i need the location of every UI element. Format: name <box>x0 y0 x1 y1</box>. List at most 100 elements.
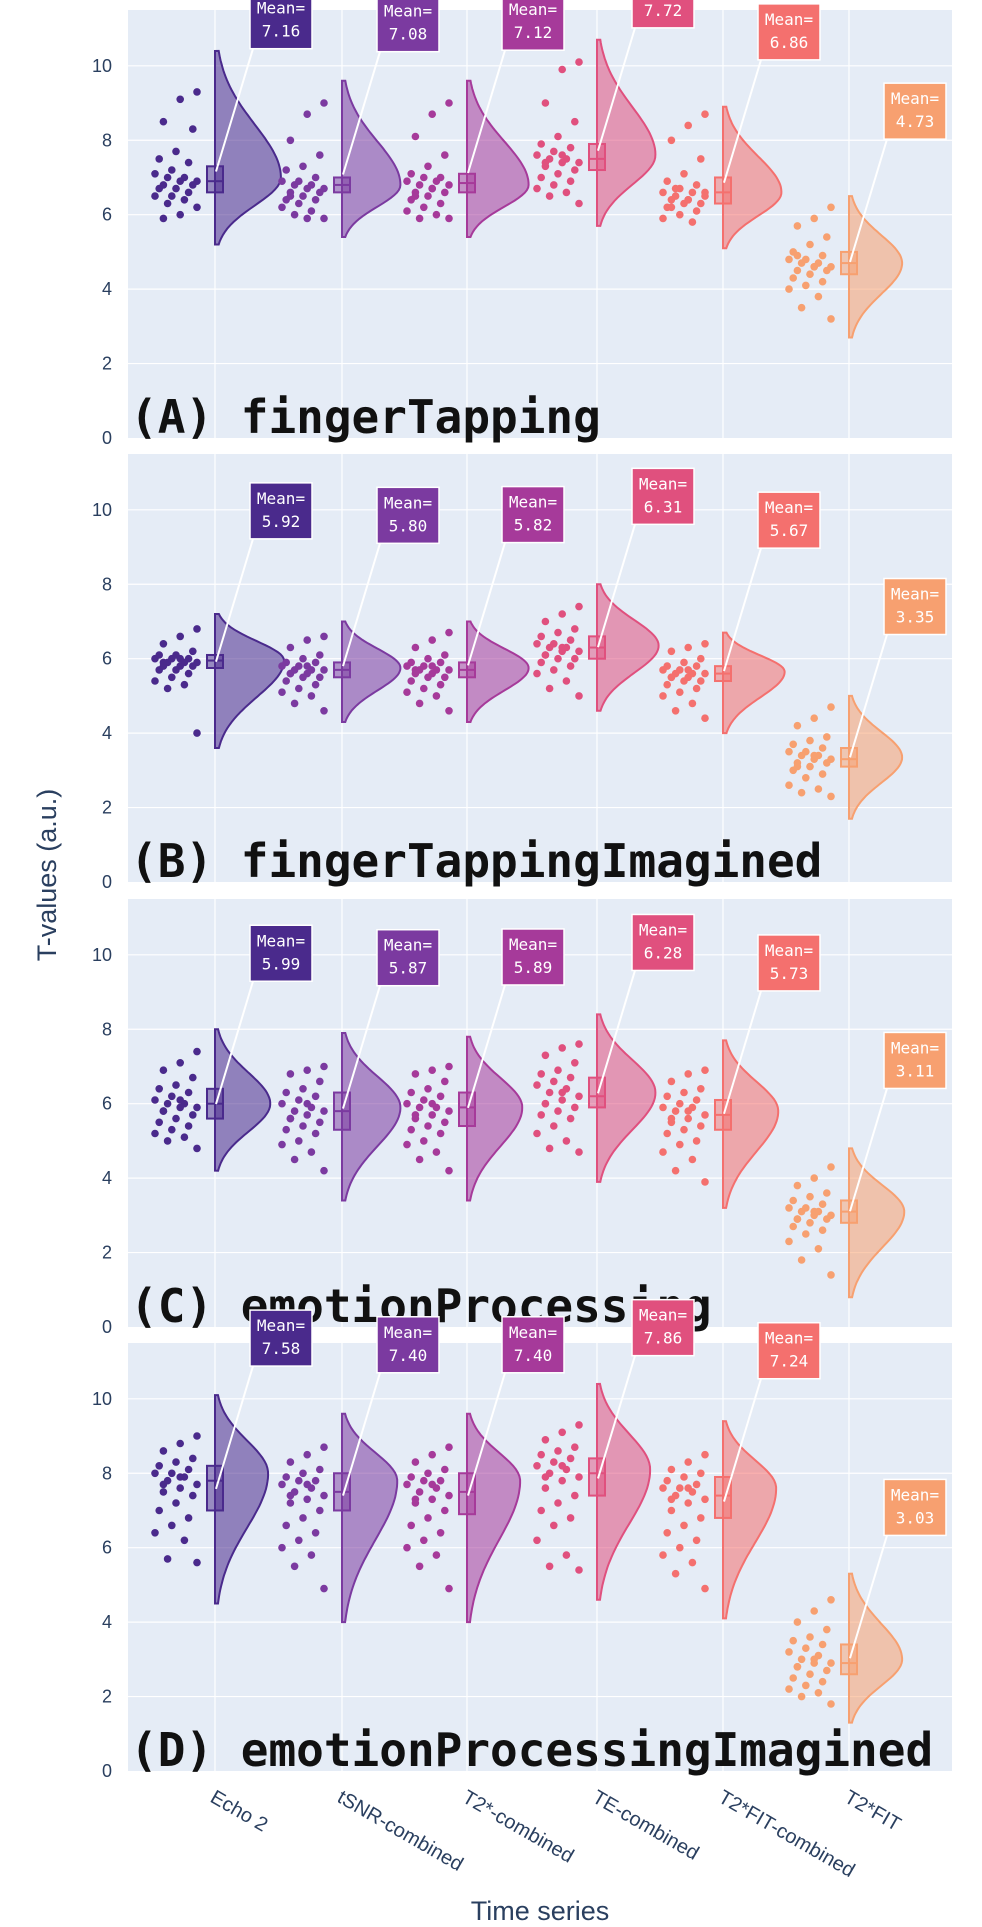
data-point <box>320 1443 328 1451</box>
data-point <box>299 654 307 663</box>
iqr-box <box>840 747 858 768</box>
data-point <box>680 658 688 667</box>
data-point <box>684 1458 692 1466</box>
data-point <box>303 214 312 223</box>
data-point <box>278 688 286 696</box>
data-point <box>307 207 316 215</box>
data-point <box>818 277 827 286</box>
violin-6 <box>848 1147 906 1299</box>
data-point <box>680 170 688 178</box>
data-point <box>793 1215 802 1223</box>
y-tick-label: 6 <box>102 1538 112 1558</box>
data-point <box>184 1122 193 1130</box>
data-point <box>424 1085 432 1093</box>
data-point <box>575 1148 583 1156</box>
mean-annotation-value: 7.72 <box>644 1 683 20</box>
data-point <box>278 662 286 670</box>
data-point <box>562 188 571 197</box>
y-tick-label: 0 <box>102 872 112 892</box>
annotation-arrow <box>215 48 254 172</box>
data-point <box>180 196 189 204</box>
data-point <box>403 1140 411 1149</box>
data-point <box>533 184 541 193</box>
data-point <box>659 188 667 197</box>
data-point <box>303 636 312 644</box>
data-point <box>436 1476 445 1485</box>
data-point <box>810 214 818 223</box>
data-point <box>445 1491 453 1500</box>
data-point <box>295 1137 303 1145</box>
violin-1 <box>214 612 286 750</box>
y-tick-label: 6 <box>102 1094 112 1114</box>
data-point <box>445 1107 453 1115</box>
data-point <box>299 1469 307 1478</box>
mean-annotation-value: 6.31 <box>644 497 683 516</box>
data-point <box>701 714 709 722</box>
data-point <box>814 1689 823 1697</box>
data-point <box>659 1148 667 1156</box>
mean-annotation-label: Mean= <box>765 10 813 29</box>
data-point <box>671 1107 680 1115</box>
data-point <box>428 1495 437 1504</box>
data-point <box>151 170 159 178</box>
annotation-arrow <box>723 1378 762 1502</box>
mean-annotation-value: 5.99 <box>262 954 301 973</box>
annotation-arrow <box>597 970 636 1094</box>
data-point <box>299 673 307 682</box>
data-point <box>303 110 312 118</box>
data-point <box>793 721 802 730</box>
data-point <box>667 203 676 212</box>
data-point <box>545 643 554 652</box>
data-point <box>789 1196 797 1205</box>
data-point <box>550 1122 558 1130</box>
data-point <box>667 1495 676 1504</box>
data-point <box>571 625 579 633</box>
x-tick-label: tSNR-combined <box>334 1786 467 1876</box>
data-point <box>415 181 424 189</box>
data-point <box>575 1421 583 1429</box>
data-point <box>311 1529 320 1537</box>
data-point <box>193 1144 201 1153</box>
mean-annotation-box <box>249 924 313 983</box>
data-point <box>428 1066 437 1074</box>
y-tick-label: 8 <box>102 574 112 594</box>
mean-annotation-label: Mean= <box>639 474 687 493</box>
mean-annotation-value: 4.73 <box>896 112 935 131</box>
data-point <box>558 1044 566 1052</box>
data-point <box>797 1692 806 1701</box>
mean-annotation-label: Mean= <box>765 498 813 517</box>
data-point <box>533 1129 541 1138</box>
y-tick-label: 10 <box>92 56 112 76</box>
data-point <box>806 1670 814 1678</box>
data-point <box>316 673 324 682</box>
data-point <box>785 255 793 264</box>
data-point <box>802 774 810 782</box>
panel-2: 0 2 4 6 8 10 Mean= 5.92 Mean= 5.80 Mean= 5.82 Mean= 6… <box>92 454 952 892</box>
data-point <box>550 181 558 189</box>
data-point <box>806 1633 814 1641</box>
panel-1: 0 2 4 6 8 10 Mean= 7.16 Mean= 7.08 Mean= 7.12 Mean= 7… <box>92 0 952 448</box>
mean-annotation-label: Mean= <box>509 493 557 512</box>
mean-annotation-value: 5.80 <box>389 516 428 535</box>
data-point <box>541 1473 550 1481</box>
data-point <box>286 669 295 678</box>
data-point <box>282 677 291 685</box>
data-point <box>684 1107 692 1115</box>
mean-annotation-label: Mean= <box>765 1329 813 1348</box>
data-point <box>320 707 328 715</box>
data-point <box>172 666 180 674</box>
data-point <box>541 617 550 626</box>
data-point <box>403 688 411 696</box>
data-point <box>290 1562 299 1571</box>
data-point <box>663 680 671 689</box>
data-point <box>432 692 441 700</box>
data-point <box>571 1491 579 1500</box>
data-point <box>168 1521 176 1530</box>
data-point <box>307 1148 316 1156</box>
data-point <box>692 662 701 670</box>
x-tick-label: T2*FIT-combined <box>715 1786 859 1882</box>
mean-annotation-label: Mean= <box>639 1306 687 1325</box>
mean-annotation-box <box>376 1316 440 1374</box>
data-point <box>541 158 550 167</box>
data-point <box>403 1480 411 1489</box>
